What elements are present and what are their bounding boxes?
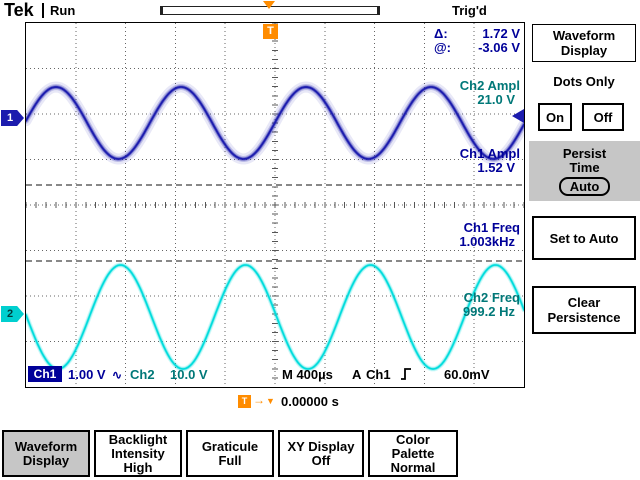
at-row: @: -3.06 V [434, 41, 520, 55]
menu-button-waveform-display[interactable]: Waveform Display [2, 430, 90, 477]
tek-logo: Tek [4, 0, 34, 20]
ch1-freq-label: Ch1 Freq [463, 220, 520, 235]
ch2-scale-readout: 10.0 V [170, 367, 208, 382]
ch2-ampl-measurement: Ch2 Ampl 21.0 V [460, 79, 520, 107]
cursor-readout: Δ: 1.72 V @: -3.06 V [434, 27, 520, 55]
menu-label: High [123, 459, 153, 475]
menu-button-backlight-intensity[interactable]: Backlight Intensity High [94, 430, 182, 477]
at-label: @: [434, 40, 452, 55]
coupling-icon: ∿ [112, 368, 123, 382]
trigger-t-marker: T [263, 24, 278, 39]
ch2-label: Ch2 [130, 367, 155, 382]
persist-line1: Persist [562, 145, 607, 161]
delay-marker-icon: T [238, 395, 251, 408]
menu-button-graticule[interactable]: Graticule Full [186, 430, 274, 477]
trigger-source-readout: Ch1 [366, 367, 391, 382]
menu-label: Display [22, 452, 70, 468]
delay-arrow-icon: → [253, 393, 265, 407]
persist-time-button[interactable]: Persist Time Auto [529, 141, 640, 201]
ch2-freq-label: Ch2 Freq [463, 290, 520, 305]
delay-triangle-icon: ▼ [266, 396, 275, 406]
trigger-line-prefix: A [352, 367, 362, 382]
ch1-freq-measurement: Ch1 Freq 1.003kHz [459, 221, 520, 249]
side-menu-title-line2: Display [560, 43, 608, 58]
persist-line2: Time [569, 159, 600, 175]
ch1-freq-value: 1.003kHz [459, 234, 515, 249]
ch2-ampl-value: 21.0 V [477, 92, 515, 107]
clear-line2: Persistence [547, 310, 621, 325]
at-value: -3.06 V [478, 40, 520, 55]
menu-label: Color [396, 431, 430, 447]
ch1-ampl-value: 1.52 V [477, 160, 515, 175]
ch1-ground-marker[interactable]: 1 [1, 110, 24, 126]
trigger-status: Trig'd [452, 3, 487, 18]
menu-label: Backlight [108, 431, 168, 447]
waveform-plot [26, 23, 524, 387]
ch1-scale-readout: 1.00 V [68, 367, 106, 382]
menu-label: Waveform [14, 438, 78, 454]
menu-label: XY Display [287, 438, 355, 454]
ch1-ampl-label: Ch1 Ampl [459, 146, 520, 161]
side-menu-title: Waveform Display [532, 24, 636, 62]
clear-line1: Clear [567, 295, 601, 310]
ch1-ampl-measurement: Ch1 Ampl 1.52 V [460, 147, 520, 175]
acquisition-status: Run [50, 3, 76, 18]
menu-label: Full [218, 452, 242, 468]
delay-time-readout: 0.00000 s [281, 394, 339, 409]
ch2-freq-value: 999.2 Hz [462, 304, 515, 319]
set-to-auto-button[interactable]: Set to Auto [532, 216, 636, 260]
dots-off-button[interactable]: Off [582, 103, 624, 131]
menu-label: Graticule [201, 438, 259, 454]
clear-persistence-button[interactable]: Clear Persistence [532, 286, 636, 334]
side-menu-title-line1: Waveform [552, 28, 616, 43]
delta-value: 1.72 V [482, 26, 520, 41]
ch1-position-arrow-icon [512, 109, 524, 123]
ch2-freq-measurement: Ch2 Freq 999.2 Hz [463, 291, 520, 319]
menu-button-color-palette[interactable]: Color Palette Normal [368, 430, 458, 477]
logo-divider [42, 3, 44, 18]
ch1-label-badge: Ch1 [28, 366, 62, 382]
delta-label: Δ: [434, 26, 448, 41]
trigger-position-icon [263, 1, 275, 9]
rising-edge-icon [400, 366, 412, 386]
menu-label: Intensity [111, 445, 165, 461]
menu-label: Off [311, 452, 331, 468]
ch2-ampl-label: Ch2 Ampl [459, 78, 520, 93]
persist-auto-pill: Auto [558, 176, 611, 196]
menu-label: Palette [391, 445, 435, 461]
ch2-ground-marker[interactable]: 2 [1, 306, 24, 322]
dots-on-button[interactable]: On [538, 103, 572, 131]
menu-label: Normal [390, 459, 436, 475]
menu-button-xy-display[interactable]: XY Display Off [278, 430, 364, 477]
graticule: T Δ: 1.72 V @: -3.06 V Ch2 Ampl 21.0 V C… [25, 22, 525, 388]
delta-row: Δ: 1.72 V [434, 27, 520, 41]
trigger-level-readout: 60.0mV [444, 367, 490, 382]
dots-only-label: Dots Only [553, 74, 615, 89]
timebase-readout: M 400µs [282, 367, 333, 382]
